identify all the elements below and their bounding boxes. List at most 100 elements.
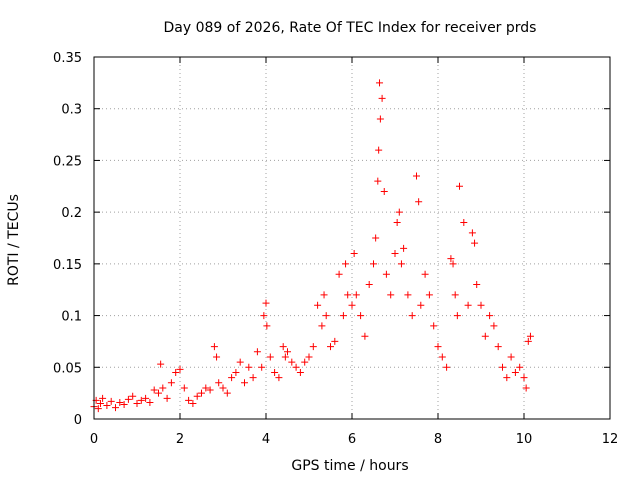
y-tick-label: 0.2 — [61, 206, 82, 221]
x-axis-label: GPS time / hours — [291, 458, 408, 474]
y-axis-ticks: 0 0.05 0.1 0.15 0.2 0.25 0.3 0.35 — [53, 51, 610, 428]
data-point — [266, 353, 274, 361]
data-point — [352, 291, 360, 299]
data-point — [281, 353, 289, 361]
data-point — [473, 281, 481, 289]
data-point — [365, 281, 373, 289]
data-point — [213, 353, 221, 361]
data-point — [376, 115, 384, 123]
data-point — [253, 348, 261, 356]
data-point — [155, 389, 162, 397]
data-point — [96, 399, 104, 407]
data-point — [236, 358, 244, 366]
data-point — [228, 374, 236, 382]
y-tick-label: 0.05 — [53, 361, 82, 376]
data-point — [344, 291, 352, 299]
x-tick-label: 10 — [516, 432, 533, 447]
data-point — [322, 312, 330, 320]
data-point — [415, 198, 423, 206]
chart-title: Day 089 of 2026, Rate Of TEC Index for r… — [164, 20, 537, 36]
data-point — [99, 394, 107, 402]
data-point — [361, 332, 369, 340]
data-point — [202, 384, 210, 392]
x-tick-label: 12 — [602, 432, 619, 447]
data-point — [357, 312, 365, 320]
data-point — [258, 363, 266, 371]
data-point — [524, 337, 532, 345]
data-point — [301, 358, 309, 366]
data-point — [292, 363, 300, 371]
data-point — [430, 322, 438, 330]
data-point — [395, 208, 403, 216]
data-point — [327, 343, 334, 351]
x-tick-label: 4 — [262, 432, 270, 447]
data-point — [219, 384, 227, 392]
data-point — [157, 360, 165, 368]
data-point — [486, 312, 494, 320]
data-point — [112, 404, 119, 412]
data-point — [451, 291, 459, 299]
data-point — [263, 322, 271, 330]
data-point — [490, 322, 498, 330]
data-point — [370, 260, 377, 268]
data-point — [275, 374, 283, 382]
data-point — [421, 270, 429, 278]
data-point — [376, 79, 384, 87]
data-point — [163, 394, 171, 402]
data-point — [382, 270, 390, 278]
data-point — [318, 322, 326, 330]
data-point — [516, 363, 524, 371]
data-point — [425, 291, 433, 299]
data-point — [260, 312, 268, 320]
data-point — [503, 374, 511, 382]
data-point — [507, 353, 515, 361]
data-point — [511, 368, 519, 376]
data-point — [210, 343, 218, 351]
data-point — [185, 396, 193, 404]
data-point — [477, 301, 485, 309]
data-point — [481, 332, 489, 340]
grid-lines — [94, 57, 610, 419]
data-point — [342, 260, 350, 268]
data-point — [464, 301, 472, 309]
data-point — [107, 397, 115, 405]
data-point — [314, 301, 322, 309]
data-points — [90, 79, 534, 413]
data-point — [193, 392, 201, 400]
data-point — [374, 177, 382, 185]
x-tick-label: 0 — [90, 432, 98, 447]
data-point — [438, 353, 446, 361]
data-point — [241, 379, 248, 387]
data-point — [397, 260, 405, 268]
data-point — [215, 379, 223, 387]
data-point — [375, 146, 383, 154]
data-point — [453, 312, 461, 320]
data-point — [434, 343, 442, 351]
x-tick-label: 2 — [176, 432, 184, 447]
data-point — [348, 301, 356, 309]
data-point — [198, 389, 205, 397]
data-point — [176, 365, 184, 373]
y-tick-label: 0.25 — [53, 154, 82, 169]
data-point — [103, 402, 111, 410]
data-point — [167, 379, 175, 387]
data-point — [133, 399, 141, 407]
data-point — [116, 398, 124, 406]
data-point — [400, 244, 408, 252]
data-point — [408, 312, 416, 320]
data-point — [124, 395, 132, 403]
x-axis-ticks: 0 2 4 6 8 10 12 — [90, 57, 618, 447]
y-tick-label: 0.1 — [61, 310, 82, 325]
data-point — [180, 384, 188, 392]
data-point — [460, 218, 468, 226]
data-point — [223, 389, 231, 397]
data-point — [391, 250, 399, 258]
data-point — [245, 363, 253, 371]
data-point — [393, 218, 401, 226]
y-tick-label: 0 — [74, 413, 82, 428]
data-point — [449, 260, 457, 268]
y-tick-label: 0.3 — [61, 103, 82, 118]
data-point — [249, 374, 257, 382]
data-point — [526, 332, 534, 340]
